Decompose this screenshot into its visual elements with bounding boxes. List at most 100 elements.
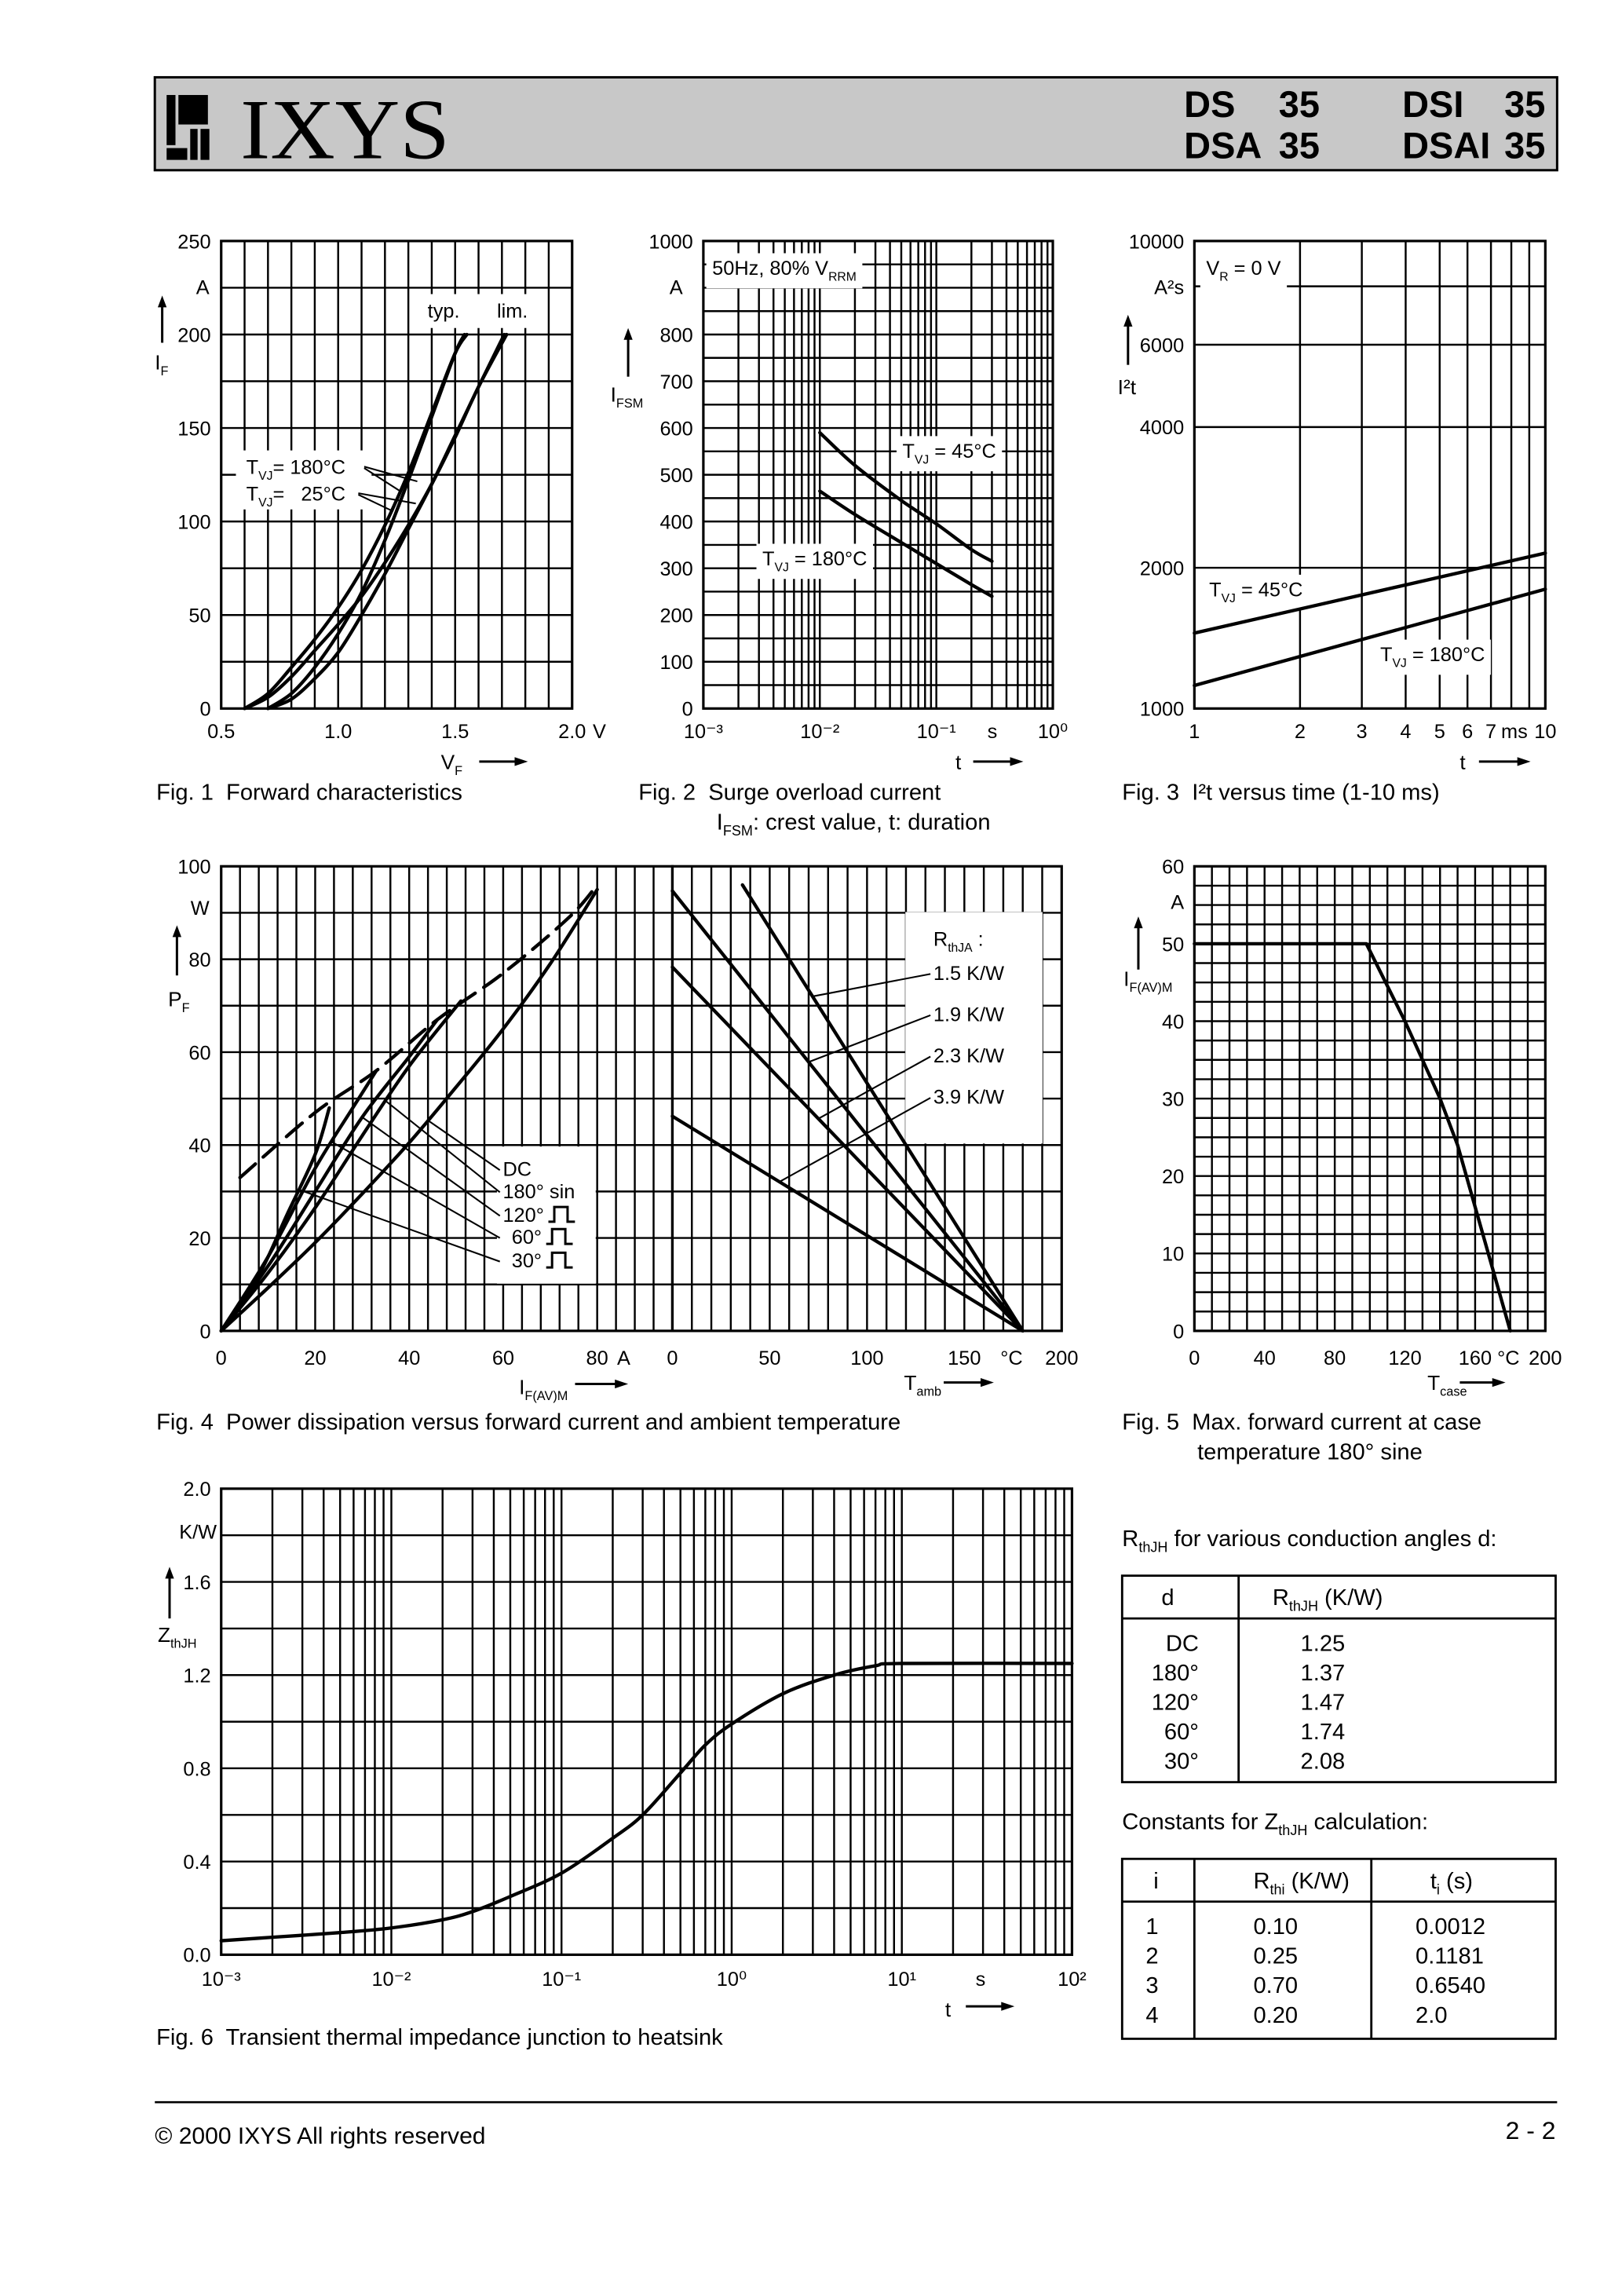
text-run: T	[1380, 644, 1392, 666]
chart-panel-f4b: 0 50 100 150 200 °C Tamb RthJA : 1.5 K/W 1.9 K/W 2…	[667, 865, 1078, 1399]
x-tick-label: 1	[1189, 721, 1200, 743]
plot-frame	[220, 1487, 1074, 1956]
label-boxes	[1200, 253, 1491, 675]
y-tick-label: 0.4	[183, 1852, 210, 1874]
y-tick-label: 0.8	[183, 1758, 210, 1780]
text-run: t	[1430, 1869, 1437, 1894]
series-line-2	[818, 489, 994, 598]
leader-line	[298, 1188, 501, 1263]
leader-line	[363, 466, 418, 483]
text-run: I	[155, 350, 160, 374]
logo-mark	[166, 94, 176, 145]
y-axis-unit: W	[191, 898, 210, 919]
cell-ti: 0.6540	[1416, 1973, 1485, 1998]
tick-labels: 0 40 80 120 160 200 0 10 20 30 40 50 60	[1162, 857, 1562, 1369]
figure-caption: IFSM: crest value, t: duration	[717, 810, 991, 839]
y-tick-label: 400	[659, 512, 692, 534]
series-line-2	[1193, 587, 1547, 688]
x-axis-unit: °C	[1000, 1347, 1022, 1369]
cell-ti: 2.0	[1416, 2003, 1447, 2028]
subscript: thJH	[1289, 1599, 1318, 1614]
subscript: thi	[1269, 1881, 1284, 1897]
y-axis-symbol: IFSM	[611, 383, 644, 411]
leader-line	[779, 1097, 931, 1183]
tick-labels: 1 2 3 4 5 6 7 10 1000 2000 4000 6000 10000	[1129, 231, 1557, 743]
x-tick-label: 80	[586, 1347, 608, 1369]
text-run: V	[441, 750, 455, 773]
x-tick-label: 10⁻²	[371, 1969, 411, 1991]
legend-box	[905, 912, 1043, 1144]
annotation-label: TVJ = 180°C	[762, 548, 867, 575]
text-run: R	[1122, 1526, 1138, 1552]
y-axis-unit: A	[1171, 892, 1184, 914]
x-tick-label: 100	[850, 1347, 883, 1369]
x-tick-label: 2.0	[558, 721, 586, 743]
text-run: = 45°C	[1236, 579, 1303, 601]
chart-panel-f5: 0 40 80 120 160 200 0 10 20 30 40 50 60 °C Tcase A IF(AV…	[1123, 857, 1562, 1399]
y-tick-label: 100	[177, 512, 210, 534]
x-tick-label: 10⁻¹	[542, 1969, 581, 1991]
y-tick-label: 0	[682, 699, 693, 721]
x-tick-label: 0.5	[207, 721, 235, 743]
label-box	[1200, 253, 1288, 289]
annotation-label: VR = 0 V	[1206, 258, 1280, 284]
table-border	[1120, 1574, 1557, 1784]
arrowhead-icon	[172, 925, 182, 938]
series-line-1	[740, 883, 1025, 1333]
text-run: Z	[158, 1623, 170, 1647]
column-header: d	[1161, 1585, 1174, 1610]
model-name: DS	[1184, 83, 1235, 125]
arrowhead-icon	[1134, 916, 1143, 929]
text-run: : crest value, t: duration	[753, 810, 991, 835]
text-run: R	[1253, 1869, 1269, 1894]
plot-frame	[220, 239, 574, 710]
arrowhead-icon	[165, 1567, 174, 1579]
annotation-label: 3.9 K/W	[933, 1087, 1004, 1109]
x-axis-unit: V	[593, 721, 606, 743]
label-boxes	[236, 294, 543, 510]
text-run: T	[1209, 579, 1221, 601]
text-run: (K/W)	[1318, 1585, 1383, 1610]
subscript: VJ	[1392, 657, 1406, 671]
cell-rthi: 0.10	[1253, 1914, 1298, 1940]
subscript: thJA	[948, 941, 973, 955]
text-run: i	[1153, 1869, 1158, 1894]
x-tick-label: 80	[1324, 1347, 1346, 1369]
text-run: calculation:	[1307, 1810, 1428, 1835]
plot-frame	[670, 865, 1063, 1333]
header-bar	[153, 75, 1558, 172]
footer: © 2000 IXYS All rights reserved 2 - 2	[155, 2100, 1558, 2149]
x-tick-label: 200	[1045, 1347, 1078, 1369]
y-tick-label: 20	[1162, 1166, 1184, 1188]
cell-ti: 0.0012	[1416, 1914, 1485, 1940]
x-tick-label: 4	[1400, 721, 1411, 743]
x-tick-label: 10²	[1058, 1969, 1087, 1991]
leader-line	[808, 1014, 931, 1063]
subscript: amb	[916, 1385, 941, 1399]
plot-frame	[1193, 865, 1547, 1333]
label-box	[706, 253, 863, 289]
figure-caption: Fig. 1 Forward characteristics	[156, 781, 462, 806]
figure-caption: Fig. 2 Surge overload current	[638, 781, 941, 806]
y-tick-label: 80	[188, 949, 210, 971]
y-tick-label: 2.0	[183, 1479, 210, 1501]
y-tick-label: 100	[177, 857, 210, 879]
x-tick-label: 60	[492, 1347, 514, 1369]
legend-box	[418, 294, 543, 328]
cell-index: 1	[1145, 1914, 1158, 1940]
text-run: Fig. 6 Transient thermal impedance junct…	[156, 2025, 723, 2050]
annotations: RthJA : 1.5 K/W 1.9 K/W 2.3 K/W 3.9 K/W	[779, 929, 1004, 1183]
x-axis-symbol: t	[945, 1998, 952, 2021]
x-tick-label: 10⁻¹	[917, 721, 956, 743]
y-tick-label: 700	[659, 371, 692, 393]
text-run: I	[611, 383, 616, 407]
chart-panel-f3: 1 2 3 4 5 6 7 10 1000 2000 4000 6000 10000 ms t A²s I²t V…	[1118, 231, 1557, 773]
figure-caption: Fig. 6 Transient thermal impedance junct…	[156, 2025, 723, 2050]
series-line-4	[266, 332, 506, 711]
subscript: case	[1440, 1385, 1467, 1399]
tick-labels: 0.5 1.0 1.5 2.0 0 50 100 150 200 250	[177, 231, 586, 743]
series-line-3	[670, 965, 1025, 1333]
series-line-3	[219, 999, 463, 1333]
